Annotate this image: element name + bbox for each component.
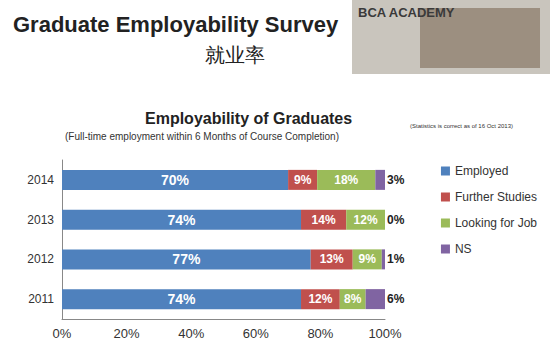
svg-text:13%: 13% (320, 252, 344, 266)
svg-text:BCA ACADEMY: BCA ACADEMY (358, 5, 455, 20)
svg-text:14%: 14% (312, 213, 336, 227)
svg-text:1%: 1% (387, 252, 405, 266)
svg-text:12%: 12% (308, 292, 332, 306)
svg-text:74%: 74% (167, 291, 196, 307)
svg-text:9%: 9% (294, 173, 312, 187)
svg-text:NS: NS (455, 242, 472, 256)
svg-text:12%: 12% (354, 213, 378, 227)
svg-text:60%: 60% (243, 326, 269, 341)
svg-text:74%: 74% (167, 212, 196, 228)
svg-text:3%: 3% (387, 173, 405, 187)
svg-text:2014: 2014 (27, 173, 54, 187)
svg-text:6%: 6% (387, 292, 405, 306)
svg-text:Graduate Employability Survey: Graduate Employability Survey (13, 12, 339, 37)
svg-text:(Statistics is correct as of 1: (Statistics is correct as of 16 Oct 2013… (410, 123, 513, 129)
svg-text:100%: 100% (368, 326, 402, 341)
svg-text:70%: 70% (161, 172, 190, 188)
svg-text:Looking for Job: Looking for Job (455, 216, 537, 230)
svg-text:Employed: Employed (455, 164, 508, 178)
svg-text:0%: 0% (53, 326, 72, 341)
svg-text:9%: 9% (359, 252, 377, 266)
svg-text:20%: 20% (114, 326, 140, 341)
svg-text:18%: 18% (334, 173, 358, 187)
svg-text:77%: 77% (172, 251, 201, 267)
svg-text:2012: 2012 (27, 252, 54, 266)
svg-text:80%: 80% (307, 326, 333, 341)
svg-text:2011: 2011 (28, 292, 54, 306)
svg-text:Further Studies: Further Studies (455, 190, 537, 204)
svg-text:40%: 40% (178, 326, 204, 341)
svg-text:8%: 8% (344, 292, 362, 306)
svg-text:0%: 0% (387, 213, 405, 227)
svg-text:Employability of Graduates: Employability of Graduates (145, 110, 352, 127)
svg-text:就业率: 就业率 (205, 44, 265, 66)
svg-text:(Full-time employment within 6: (Full-time employment within 6 Months of… (65, 131, 339, 142)
svg-text:2013: 2013 (27, 213, 54, 227)
